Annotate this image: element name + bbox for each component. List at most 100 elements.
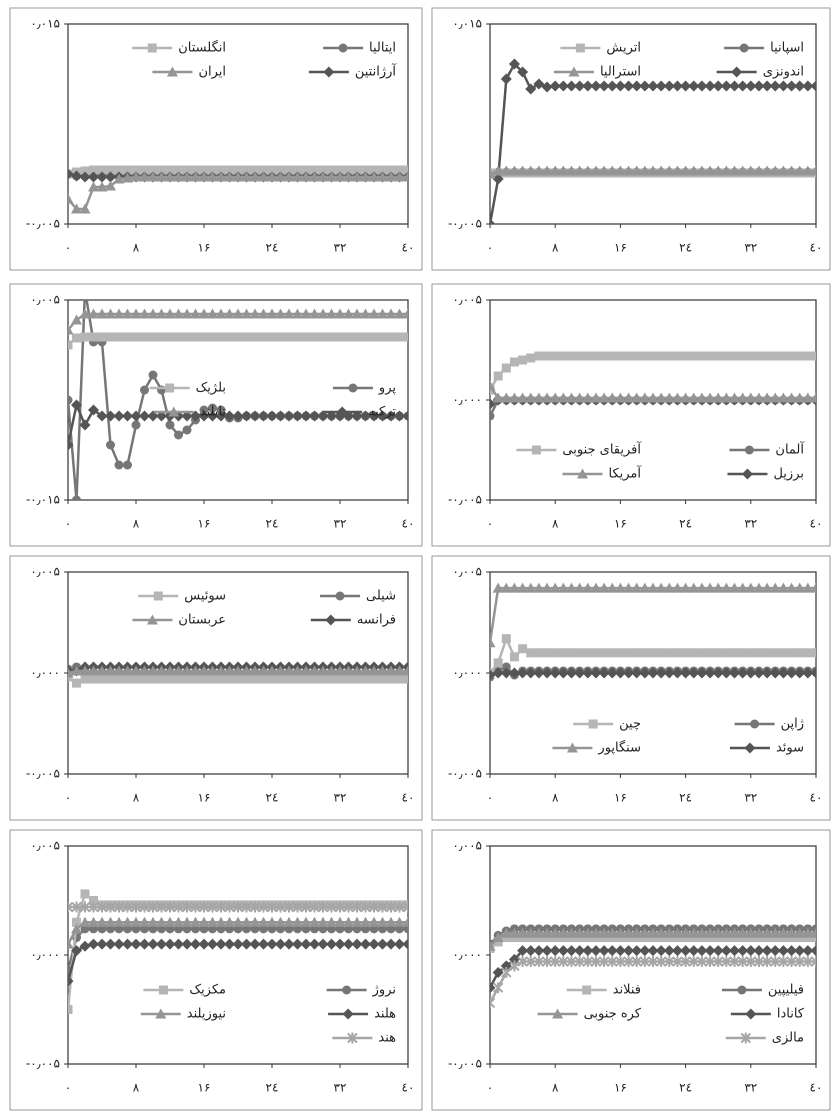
marker [607, 648, 617, 658]
marker [713, 648, 723, 658]
marker [509, 357, 519, 367]
marker [249, 901, 261, 913]
panel-frame [431, 555, 831, 821]
marker [810, 80, 816, 92]
marker [283, 171, 295, 182]
marker [705, 351, 715, 361]
marker [794, 582, 806, 593]
marker [266, 916, 278, 927]
marker [591, 351, 601, 361]
marker [224, 916, 235, 927]
marker [663, 392, 675, 403]
marker [71, 203, 82, 214]
marker [575, 351, 585, 361]
marker [215, 916, 227, 927]
marker [672, 648, 682, 658]
x-tick-label: ۲٤ [679, 1081, 692, 1095]
marker [402, 308, 408, 319]
marker [276, 165, 285, 175]
marker [558, 956, 569, 968]
panel-frame [431, 829, 831, 1111]
marker [233, 332, 243, 342]
marker [79, 940, 91, 952]
marker [309, 410, 320, 422]
plot-area [490, 351, 816, 421]
x-tick-label: ۱۶ [198, 1081, 211, 1095]
marker [655, 667, 667, 679]
marker [97, 332, 107, 342]
marker [292, 308, 303, 319]
x-tick-label: ۰ [487, 1081, 493, 1095]
x-tick-label: ۳۲ [744, 517, 757, 531]
marker [737, 392, 749, 403]
marker [534, 351, 544, 361]
y-tick-label: ۰٫۰۰۵ [452, 565, 482, 579]
marker [509, 652, 519, 662]
marker [754, 351, 764, 361]
marker [501, 634, 511, 644]
marker [378, 165, 387, 175]
marker [777, 927, 789, 938]
marker [745, 956, 757, 968]
marker [655, 927, 667, 938]
marker [599, 351, 609, 361]
marker [614, 392, 626, 403]
marker [688, 392, 700, 403]
marker [139, 171, 150, 182]
marker [88, 916, 99, 927]
marker [795, 648, 805, 658]
marker [525, 927, 537, 938]
marker [730, 648, 739, 658]
marker [761, 392, 773, 403]
marker [68, 975, 74, 987]
marker [575, 648, 585, 658]
legend-marker [348, 383, 358, 393]
marker [745, 927, 757, 938]
marker [729, 956, 740, 968]
marker [737, 945, 749, 957]
marker [106, 332, 115, 342]
legend-marker [739, 43, 749, 53]
marker [72, 495, 81, 500]
marker [500, 667, 512, 679]
marker [639, 80, 651, 92]
legend-label: اندونزی [763, 65, 804, 80]
marker [266, 938, 278, 950]
marker [259, 674, 268, 684]
marker [232, 665, 244, 676]
marker [590, 956, 602, 968]
marker [778, 956, 789, 968]
marker [344, 165, 353, 175]
marker [656, 648, 666, 658]
panel-frame [431, 7, 831, 271]
marker [89, 165, 98, 175]
marker [737, 667, 749, 679]
marker [224, 171, 235, 182]
marker [241, 938, 252, 950]
marker [402, 410, 408, 422]
marker [501, 363, 511, 373]
marker [492, 392, 504, 403]
marker [614, 667, 626, 679]
legend-marker [744, 445, 754, 455]
legend-marker [737, 985, 747, 995]
marker [647, 392, 659, 403]
marker [216, 165, 226, 175]
plot-area [68, 300, 408, 500]
marker [258, 410, 269, 422]
marker [541, 956, 553, 968]
marker [386, 332, 396, 342]
marker [753, 927, 765, 938]
marker [769, 667, 781, 679]
marker [164, 938, 176, 950]
marker [631, 927, 643, 938]
x-tick-label: ۲٤ [266, 1081, 279, 1095]
marker [71, 170, 82, 182]
marker [395, 332, 404, 342]
marker [122, 916, 133, 927]
legend-label: سنگاپور [597, 740, 641, 756]
marker [215, 308, 227, 319]
marker [351, 171, 363, 182]
marker [232, 308, 244, 319]
